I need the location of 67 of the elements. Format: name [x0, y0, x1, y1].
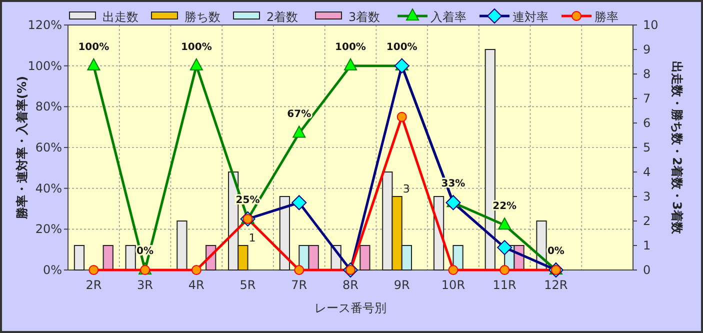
bar [125, 245, 136, 270]
legend-label: 出走数 [102, 10, 138, 24]
point [294, 265, 304, 275]
point [87, 58, 100, 70]
y-tick-label: 120% [28, 18, 62, 32]
legend-label: 連対率 [512, 10, 548, 24]
y2-tick-label: 5 [643, 140, 651, 154]
x-tick-label: 11R [492, 278, 516, 292]
y-tick-label: 60% [35, 140, 62, 154]
data-label: 100% [335, 42, 366, 53]
point [396, 112, 407, 122]
y2-tick-label: 3 [643, 190, 651, 204]
legend-label: 2着数 [266, 10, 298, 24]
x-tick-label: 10R [441, 278, 466, 292]
x-tick-label: 8R [342, 278, 358, 292]
x-tick-label: 2R [86, 278, 102, 292]
y2-tick-label: 4 [643, 165, 651, 179]
y2-tick-label: 8 [643, 67, 651, 81]
point [292, 126, 306, 138]
point [448, 265, 458, 275]
bar [279, 196, 290, 270]
point [191, 265, 202, 275]
y2-tick-label: 1 [643, 238, 651, 252]
point [498, 218, 512, 230]
y2-tick-label: 9 [643, 42, 651, 56]
point [344, 58, 357, 70]
y-axis-title: 勝率・連対率・入着率(%) [15, 76, 29, 220]
y2-tick-label: 10 [643, 18, 658, 32]
x-tick-label: 12R [544, 278, 568, 292]
y2-tick-label: 0 [643, 263, 651, 277]
y-tick-label: 40% [35, 181, 62, 196]
y-tick-label: 80% [35, 100, 62, 114]
data-label: 100% [180, 42, 212, 53]
point [500, 265, 510, 275]
data-label: 3 [402, 182, 410, 196]
legend-label: 勝ち数 [184, 10, 220, 24]
y2-tick-label: 7 [643, 92, 651, 106]
point [394, 58, 410, 74]
bar [102, 245, 114, 270]
legend-label: 入着率 [430, 10, 466, 24]
x-tick-label: 3R [137, 278, 154, 292]
y-tick-label: 100% [28, 58, 62, 73]
point [190, 58, 203, 70]
x-tick-label: 9R [394, 278, 410, 292]
bar [360, 245, 370, 270]
y2-axis-title: 出走数・勝ち数・2着数・3着数 [670, 61, 684, 235]
data-label: 1 [248, 232, 256, 244]
x-axis-title: レース番号別 [314, 301, 386, 315]
point [497, 240, 512, 256]
y2-tick-label: 2 [643, 214, 651, 228]
bar [176, 220, 188, 270]
point [292, 195, 307, 210]
bar [74, 245, 85, 270]
point [88, 265, 99, 275]
x-tick-label: 5R [240, 278, 256, 292]
data-label: 0% [547, 246, 564, 257]
x-tick-label: 4R [188, 278, 204, 292]
point [446, 195, 461, 210]
legend-label: 勝率 [594, 10, 618, 24]
legend-label: 3着数 [348, 10, 380, 24]
data-label: 67% [287, 109, 312, 120]
y-tick-label: 20% [35, 222, 62, 236]
x-tick-label: 7R [291, 278, 308, 292]
y-tick-label: 0% [42, 263, 62, 277]
data-label: 100% [386, 42, 418, 53]
y2-tick-label: 6 [643, 116, 651, 130]
data-label: 100% [78, 42, 110, 53]
